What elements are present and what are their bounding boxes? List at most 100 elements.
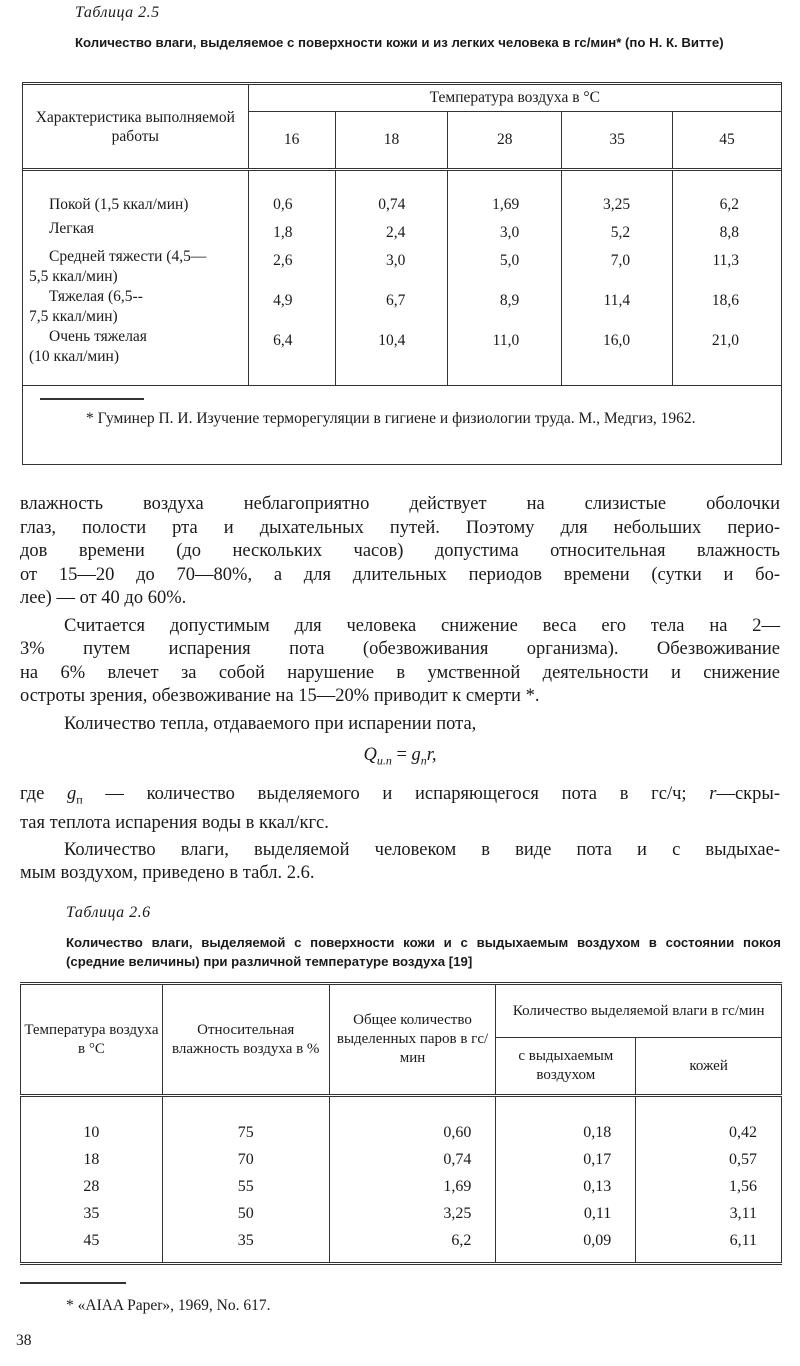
- formula-q: Q: [363, 745, 377, 765]
- row-label: Средней тяжести (4,5— 5,5 ккал/мин): [29, 248, 207, 285]
- row-label: Легкая: [49, 220, 94, 237]
- p5-line: мым воздухом, приведено в табл. 2.6.: [20, 863, 315, 884]
- table-row: 28 55 1,69 0,13 1,56: [21, 1173, 782, 1200]
- cell-value: 0,57: [635, 1146, 782, 1173]
- column-temp-16: 16: [247, 111, 336, 170]
- formula-eq: =: [391, 745, 412, 765]
- cell-value: 0,18: [495, 1095, 636, 1146]
- footnote-rule: [40, 398, 144, 400]
- p2-line: Считается допустимым для человека снижен…: [64, 615, 780, 636]
- table-2-5-caption: Количество влаги, выделяемое с поверхнос…: [75, 35, 724, 50]
- table-row: Очень тяжелая (10 ккал/мин) 6,4 10,4 11,0 16…: [23, 327, 782, 386]
- cell-value: 0,11: [495, 1200, 636, 1227]
- column-temp-28: 28: [447, 111, 562, 170]
- cell-value: 3,11: [635, 1200, 782, 1227]
- cell-value: 0,74: [328, 1146, 496, 1173]
- formula-q-sub: и.п: [376, 753, 392, 768]
- p1-line: от 15—20 до 70—80%, а для длительных пер…: [20, 564, 780, 585]
- cell-value: 1,56: [635, 1173, 782, 1200]
- paragraph-4: где gп — количество выделяемого и испаря…: [20, 783, 780, 836]
- table-2-6-footnote: * «AIAA Paper», 1969, No. 617.: [66, 1297, 271, 1314]
- header-total-vapor: Общее количество выделенных паров в гс/м…: [328, 983, 496, 1096]
- cell-value: 2,6: [247, 247, 336, 287]
- cell-value: 0,13: [495, 1173, 636, 1200]
- header-moisture-amount: Количество выделяемой влаги в гс/мин: [495, 983, 782, 1038]
- table-row: Легкая 1,8 2,4 3,0 5,2 8,8: [23, 219, 782, 247]
- cell-value: 3,0: [447, 219, 562, 247]
- cell-value: 11,4: [561, 287, 673, 327]
- row-label: Тяжелая (6,5-- 7,5 ккал/мин): [29, 288, 143, 325]
- header-air-temperature: Температура воздуха в °С: [24, 1021, 159, 1057]
- cell-value: 35: [83, 1205, 100, 1222]
- table-row: 18 70 0,74 0,17 0,57: [21, 1146, 782, 1173]
- table-2-5: Характеристика выполняемой работы Темпер…: [22, 82, 782, 386]
- column-temp-18: 18: [334, 111, 448, 170]
- table-row: Средней тяжести (4,5— 5,5 ккал/мин) 2,6 3,…: [23, 247, 782, 287]
- cell-value: 1,8: [247, 219, 336, 247]
- cell-value: 75: [161, 1095, 330, 1146]
- cell-value: 70: [161, 1146, 330, 1173]
- p2-line: 3% путем испарения пота (обезвоживания о…: [20, 639, 780, 659]
- cell-value: 35: [161, 1227, 330, 1264]
- header-temperature: Температура воздуха в °С: [247, 83, 782, 112]
- cell-value: 10,4: [334, 327, 448, 386]
- p5-line: Количество влаги, выделяемой человеком в…: [64, 839, 780, 860]
- cell-value: 0,6: [247, 169, 336, 219]
- p4-r: r: [709, 784, 717, 805]
- cell-value: 6,11: [635, 1227, 782, 1264]
- header-humidity: Относительная влажность воздуха в %: [161, 983, 330, 1096]
- p4-g: g: [67, 784, 77, 805]
- table-2-5-footnote: * Гуминер П. И. Изучение терморегуляции …: [86, 410, 696, 427]
- cell-value: 1,69: [328, 1173, 496, 1200]
- cell-value: 6,7: [334, 287, 448, 327]
- cell-value: 7,0: [561, 247, 673, 287]
- cell-value: 8,9: [447, 287, 562, 327]
- cell-value: 3,25: [328, 1200, 496, 1227]
- cell-value: 3,0: [334, 247, 448, 287]
- cell-value: 50: [161, 1200, 330, 1227]
- cell-value: 11,3: [672, 247, 782, 287]
- table-row: 10 75 0,60 0,18 0,42: [21, 1095, 782, 1146]
- header-work-type: Характеристика выполняемой работы: [35, 108, 235, 145]
- p1-line: влажность воздуха неблагоприятно действу…: [20, 494, 780, 514]
- p4-g-sub: п: [76, 792, 83, 807]
- cell-value: 5,0: [447, 247, 562, 287]
- table-row: Покой (1,5 ккал/мин) 0,6 0,74 1,69 3,25 6,2: [23, 169, 782, 219]
- p2-line: остроты зрения, обезвоживание на 15—20% …: [20, 686, 540, 706]
- cell-value: 21,0: [672, 327, 782, 386]
- cell-value: 11,0: [447, 327, 562, 386]
- cell-value: 0,74: [334, 169, 448, 219]
- cell-value: 8,8: [672, 219, 782, 247]
- cell-value: 0,09: [495, 1227, 636, 1264]
- cell-value: 1,69: [447, 169, 562, 219]
- cell-value: 0,60: [328, 1095, 496, 1146]
- paragraph-2: Считается допустимым для человека снижен…: [20, 615, 780, 709]
- cell-value: 0,42: [635, 1095, 782, 1146]
- paragraph-5: Количество влаги, выделяемой человеком в…: [20, 839, 780, 886]
- cell-value: 0,17: [495, 1146, 636, 1173]
- p2-line: на 6% влечет за собой нарушение в умстве…: [20, 662, 780, 683]
- cell-value: 6,4: [247, 327, 336, 386]
- p1-line: лее) — от 40 до 60%.: [20, 588, 187, 608]
- p1-line: глаз, полости рта и дыхательных путей. П…: [20, 517, 780, 538]
- cell-value: 55: [161, 1173, 330, 1200]
- row-label: Покой (1,5 ккал/мин): [49, 196, 189, 213]
- p4-end: —скры-: [716, 784, 780, 805]
- page-number: 38: [16, 1332, 32, 1349]
- formula: Qи.п = gпr,: [20, 744, 780, 773]
- paragraph-1: влажность воздуха неблагоприятно действу…: [20, 493, 780, 611]
- cell-value: 3,25: [561, 169, 673, 219]
- p4-rest: — количество выделяемого и испаряющегося…: [82, 784, 710, 805]
- header-skin: кожей: [635, 1037, 782, 1096]
- cell-value: 5,2: [561, 219, 673, 247]
- table-2-6: Температура воздуха в °С Относительная в…: [20, 982, 782, 1265]
- table-2-6-caption: Количество влаги, выделяемой с поверхнос…: [66, 935, 781, 969]
- cell-value: 45: [83, 1232, 100, 1249]
- table-row: Тяжелая (6,5-- 7,5 ккал/мин) 4,9 6,7 8,9 11,…: [23, 287, 782, 327]
- cell-value: 2,4: [334, 219, 448, 247]
- table-2-5-label: Таблица 2.5: [75, 4, 160, 21]
- formula-g-sub: п: [420, 753, 427, 768]
- table-row: 45 35 6,2 0,09 6,11: [21, 1227, 782, 1264]
- column-temp-35: 35: [561, 111, 673, 170]
- p1-line: дов времени (до нескольких часов) допуст…: [20, 541, 780, 561]
